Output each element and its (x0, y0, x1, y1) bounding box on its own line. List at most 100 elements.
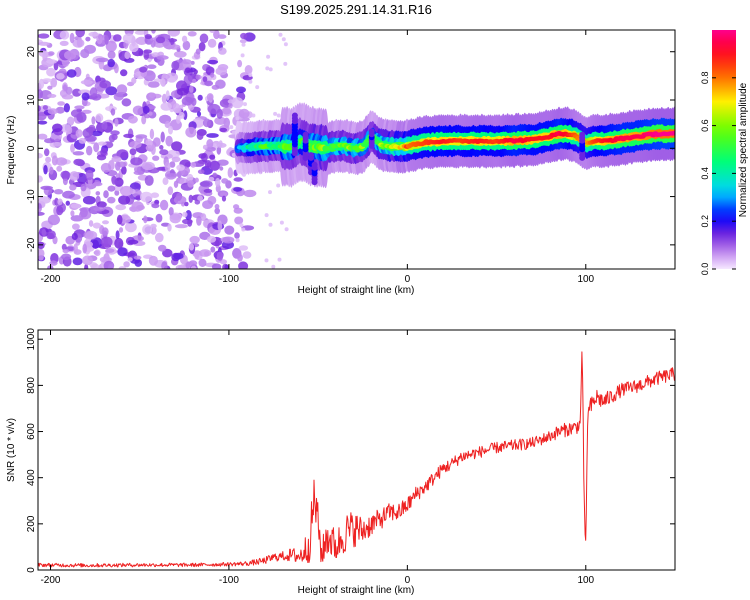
noise-blob (105, 248, 115, 253)
noise-blob (198, 42, 206, 52)
noise-blob (70, 109, 82, 118)
noise-blob (283, 61, 288, 66)
noise-blob (228, 103, 233, 109)
noise-blob (239, 39, 247, 44)
noise-blob (229, 125, 234, 130)
noise-blob (281, 37, 286, 42)
noise-blob (54, 197, 59, 206)
noise-blob (167, 223, 172, 232)
noise-blob (66, 69, 77, 78)
noise-blob (42, 105, 49, 110)
spectrogram-y-axis: -20 -10 0 10 20 (26, 46, 675, 252)
noise-blob (235, 116, 240, 121)
noise-blob (284, 227, 289, 232)
noise-blob (159, 145, 164, 150)
noise-blob (105, 86, 118, 96)
noise-blob (219, 127, 228, 133)
snr-x-axis: -200 -100 0 100 (40, 330, 595, 586)
noise-blob (93, 206, 105, 212)
noise-blob (133, 255, 142, 260)
noise-blob (118, 266, 127, 269)
noise-blob (82, 195, 96, 205)
noise-blob (144, 175, 154, 186)
noise-blob (182, 59, 192, 65)
noise-blob (67, 125, 73, 135)
noise-blob (243, 189, 257, 198)
noise-blob (233, 187, 243, 192)
noise-blob (265, 66, 270, 71)
noise-blob (209, 154, 216, 160)
noise-blob (187, 31, 197, 37)
noise-blob (88, 126, 94, 137)
noise-blob (210, 72, 215, 78)
y-tick-label: 800 (26, 377, 37, 394)
ridge-streak (302, 131, 309, 138)
noise-blob (207, 103, 221, 115)
colorbar-scale (712, 30, 736, 269)
noise-blob (114, 118, 119, 127)
noise-blob (198, 153, 207, 159)
noise-blob (217, 220, 223, 232)
noise-blob (181, 96, 193, 106)
noise-blob (70, 203, 81, 209)
noise-blob (206, 133, 219, 138)
noise-blob (130, 206, 138, 213)
noise-blob (268, 190, 272, 195)
y-tick-label: 0 (26, 145, 37, 151)
noise-blob (150, 223, 157, 229)
noise-blob (95, 191, 101, 196)
colorbar: 0.0 0.2 0.4 0.6 0.8 Normalized spectral ampl… (700, 30, 749, 275)
noise-blob (134, 258, 142, 267)
noise-blob (206, 139, 214, 149)
noise-blob (103, 260, 115, 269)
noise-blob (74, 105, 85, 110)
noise-blob (121, 98, 132, 107)
noise-blob (168, 125, 173, 135)
noise-blob (56, 165, 63, 172)
spectrogram-x-label: Height of straight line (km) (298, 285, 415, 296)
noise-blob (90, 263, 100, 269)
noise-blob (96, 154, 107, 161)
noise-blob (222, 107, 232, 115)
noise-blob (185, 126, 197, 138)
noise-blob (79, 207, 88, 218)
noise-blob (62, 177, 68, 186)
noise-blob (224, 225, 235, 235)
noise-blob (169, 213, 181, 224)
x-tick-label: 0 (405, 575, 411, 586)
noise-blob (38, 202, 42, 213)
noise-blob (273, 111, 278, 116)
noise-blob (46, 59, 57, 64)
noise-blob (64, 50, 77, 60)
noise-blob (215, 79, 226, 89)
noise-blob (96, 201, 107, 208)
y-tick-label: -10 (26, 189, 37, 204)
noise-blob (42, 78, 52, 83)
noise-blob (209, 160, 220, 171)
noise-blob (202, 144, 208, 150)
noise-blob (91, 116, 96, 125)
colorbar-tick-label: 0.6 (700, 119, 710, 132)
spectrogram-y-label: Frequency (Hz) (6, 116, 17, 185)
noise-blob (116, 84, 128, 95)
noise-blob (216, 145, 222, 155)
noise-blob (202, 76, 208, 83)
noise-blob (61, 253, 72, 261)
noise-blob (264, 213, 269, 218)
noise-blob (114, 177, 124, 187)
noise-blob (277, 257, 282, 262)
noise-blob (72, 88, 82, 97)
noise-blob (118, 227, 124, 233)
noise-blob (197, 94, 203, 101)
noise-blob (44, 138, 55, 144)
noise-blob (56, 73, 65, 80)
noise-blob (200, 213, 207, 222)
noise-blob (237, 253, 243, 262)
noise-blob (169, 44, 181, 50)
noise-blob (82, 243, 87, 254)
noise-blob (238, 245, 249, 251)
signal-ridge (234, 102, 675, 189)
noise-blob (162, 177, 169, 186)
noise-blob (171, 156, 181, 163)
